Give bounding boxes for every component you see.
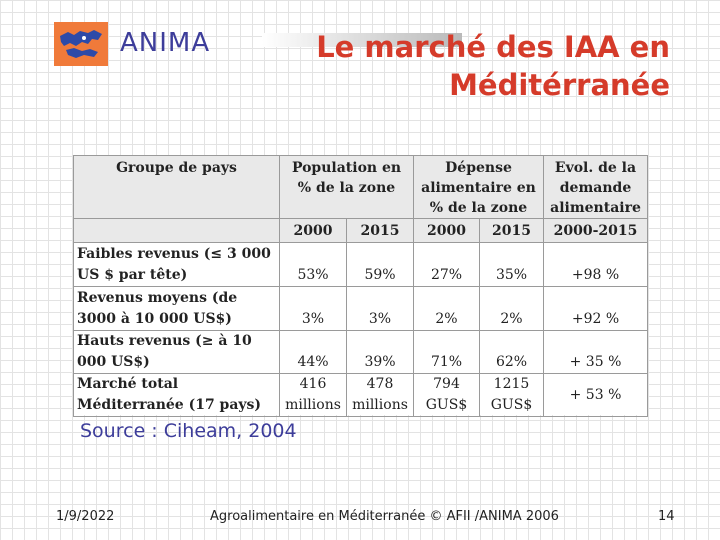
market-table-container: Groupe de pays Population en % de la zon… — [73, 155, 648, 417]
table-cell: 59% — [346, 242, 414, 287]
title-line-2: Méditérranée — [449, 68, 670, 102]
title-line-1: Le marché des IAA en — [316, 30, 670, 64]
row-label: Revenus moyens (de 3000 à 10 000 US$) — [73, 286, 280, 331]
table-cell: 27% — [413, 242, 480, 287]
year-header: 2000-2015 — [543, 218, 648, 243]
table-cell: + 53 % — [543, 373, 648, 417]
table-cell: 794 GUS$ — [413, 373, 480, 417]
table-cell: +98 % — [543, 242, 648, 287]
footer-date: 1/9/2022 — [56, 509, 115, 524]
year-header: 2015 — [346, 218, 414, 243]
page-title: Le marché des IAA en Méditérranée — [250, 28, 670, 104]
table-row: Revenus moyens (de 3000 à 10 000 US$) 3%… — [73, 286, 648, 331]
footer-copyright: Agroalimentaire en Méditerranée © AFII /… — [210, 509, 559, 524]
row-label: Hauts revenus (≥ à 10 000 US$) — [73, 330, 280, 374]
table-cell: 416 millions — [279, 373, 347, 417]
table-cell: 35% — [479, 242, 544, 287]
table-cell: 3% — [279, 286, 347, 331]
year-header: 2000 — [279, 218, 347, 243]
year-header-empty — [73, 218, 280, 243]
page-number: 14 — [658, 509, 675, 524]
table-cell: 39% — [346, 330, 414, 374]
table-cell: 3% — [346, 286, 414, 331]
source-note: Source : Ciheam, 2004 — [80, 420, 297, 442]
title-decoration-bar — [262, 33, 462, 47]
year-header: 2015 — [479, 218, 544, 243]
row-label: Marché total Méditerranée (17 pays) — [73, 373, 280, 417]
evolution-header: Evol. de la demande alimentaire — [543, 155, 648, 219]
anima-logo-icon — [54, 22, 108, 66]
table-cell: 53% — [279, 242, 347, 287]
table-cell: 478 millions — [346, 373, 414, 417]
year-header: 2000 — [413, 218, 480, 243]
table-row: Hauts revenus (≥ à 10 000 US$) 44% 39% 7… — [73, 330, 648, 374]
row-label: Faibles revenus (≤ 3 000 US $ par tête) — [73, 242, 280, 287]
table-cell: 2% — [479, 286, 544, 331]
table-cell: +92 % — [543, 286, 648, 331]
market-table: Groupe de pays Population en % de la zon… — [73, 155, 648, 417]
table-cell: 71% — [413, 330, 480, 374]
population-header: Population en % de la zone — [279, 155, 414, 219]
table-cell: 62% — [479, 330, 544, 374]
depense-header: Dépense alimentaire en % de la zone — [413, 155, 544, 219]
brand-name: ANIMA — [120, 28, 211, 58]
table-cell: 44% — [279, 330, 347, 374]
group-header: Groupe de pays — [73, 155, 280, 219]
table-row: Marché total Méditerranée (17 pays) 416 … — [73, 373, 648, 417]
table-cell: 2% — [413, 286, 480, 331]
table-cell: + 35 % — [543, 330, 648, 374]
table-cell: 1215 GUS$ — [479, 373, 544, 417]
table-row: Faibles revenus (≤ 3 000 US $ par tête) … — [73, 242, 648, 287]
